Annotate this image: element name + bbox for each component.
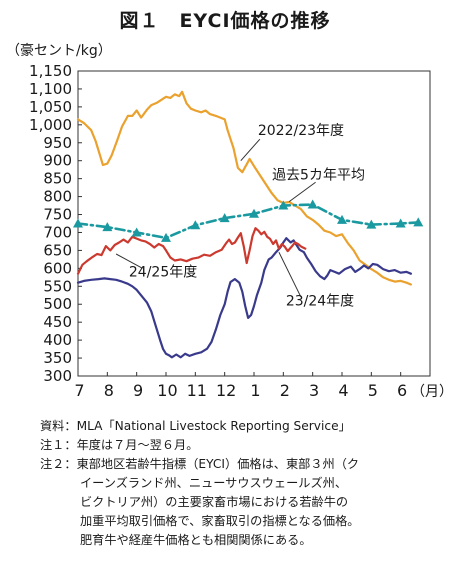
- y-tick-label: 1,000: [29, 116, 72, 134]
- x-tick-label: 11: [187, 381, 207, 400]
- y-tick-label: 450: [43, 313, 72, 331]
- y-tick-label: 300: [43, 367, 72, 385]
- x-tick-label: 12: [216, 381, 236, 400]
- y-tick-label: 1,050: [29, 98, 72, 116]
- note-continuation: 肥育牛や経産牛価格とも相関関係にある。: [80, 533, 312, 547]
- eyci-line-chart: 3003504004505005506006507007508008509009…: [6, 43, 450, 400]
- triangle-point-marker: [131, 227, 142, 237]
- note-continuation: 加重平均取引価格で、家畜取引の指標となる価格。: [80, 514, 360, 528]
- source-notes: 資料： MLA「National Livestock Reporting Ser…: [40, 417, 445, 550]
- series-line: [76, 90, 412, 286]
- annotation-leader: [288, 181, 316, 203]
- note-text: 東部地区若齢牛指標（EYCI）価格は、東部３州（ク: [76, 457, 360, 471]
- note-label: 注１：: [40, 438, 77, 452]
- y-tick-label: 750: [43, 206, 72, 224]
- y-tick-label: 800: [43, 188, 72, 206]
- triangle-point-marker: [337, 214, 347, 224]
- y-tick-label: 900: [43, 152, 72, 170]
- triangle-point-marker: [278, 200, 289, 210]
- series-annotation-label: 2022/23年度: [258, 123, 344, 139]
- y-axis-unit-label: （豪セント/kg）: [6, 43, 112, 59]
- y-tick-label: 650: [43, 241, 72, 259]
- y-tick-label: 400: [43, 331, 72, 349]
- chart-axes: 3003504004505005506006507007508008509009…: [6, 43, 450, 400]
- y-tick-label: 600: [43, 259, 72, 277]
- chart-series: [73, 90, 424, 359]
- triangle-point-marker: [73, 218, 83, 228]
- annotation-leader: [278, 251, 302, 298]
- x-tick-label: 7: [74, 381, 84, 400]
- series-annotation-label: 24/25年度: [129, 265, 197, 281]
- x-tick-label: 2: [280, 381, 290, 400]
- y-tick-label: 1,150: [29, 62, 72, 80]
- note-row: 注２： 東部地区若齢牛指標（EYCI）価格は、東部３州（ク: [40, 455, 445, 474]
- x-tick-label: 9: [133, 381, 143, 400]
- y-tick-label: 500: [43, 295, 72, 313]
- series-annotation-label: 23/24年度: [286, 293, 354, 309]
- x-tick-label: 8: [104, 381, 114, 400]
- annotation-leader: [115, 253, 143, 269]
- triangle-point-marker: [395, 218, 406, 228]
- note-label: 資料：: [40, 419, 77, 433]
- note-text: MLA「National Livestock Reporting Service…: [76, 419, 351, 433]
- triangle-point-marker: [102, 222, 113, 232]
- y-tick-label: 1,100: [29, 80, 72, 98]
- x-tick-label: 6: [397, 381, 407, 400]
- x-axis-unit-label: （月）: [411, 384, 450, 400]
- y-tick-label: 550: [43, 277, 72, 295]
- triangle-point-marker: [366, 219, 377, 229]
- triangle-point-marker: [413, 217, 424, 227]
- y-tick-label: 850: [43, 170, 72, 188]
- triangle-point-marker: [190, 220, 201, 230]
- series-line: [76, 237, 412, 359]
- y-tick-label: 350: [43, 349, 72, 367]
- note-label: 注２：: [40, 457, 77, 471]
- note-continuation: イーンズランド州、ニューサウスウェールズ州、: [80, 476, 348, 490]
- triangle-point-marker: [161, 232, 171, 242]
- y-tick-label: 950: [43, 134, 72, 152]
- note-text: 年度は７月～翌６月。: [76, 438, 199, 452]
- triangle-point-marker: [307, 199, 318, 209]
- note-row: 資料： MLA「National Livestock Reporting Ser…: [40, 417, 445, 436]
- x-tick-label: 1: [250, 381, 260, 400]
- triangle-point-marker: [249, 208, 259, 218]
- x-tick-label: 4: [338, 381, 348, 400]
- x-tick-label: 3: [309, 381, 319, 400]
- x-tick-label: 5: [368, 381, 378, 400]
- triangle-point-marker: [219, 213, 230, 223]
- note-row: 注１： 年度は７月～翌６月。: [40, 436, 445, 455]
- x-tick-label: 10: [157, 381, 177, 400]
- note-continuation: ビクトリア州）の主要家畜市場における若齢牛の: [80, 495, 349, 509]
- y-tick-label: 700: [43, 223, 72, 241]
- series-line: [76, 227, 307, 275]
- series-annotation-label: 過去5カ年平均: [272, 167, 365, 183]
- series-line: [76, 203, 420, 240]
- figure-title: 図１ EYCI価格の推移: [119, 10, 331, 32]
- annotation-leader: [240, 138, 261, 162]
